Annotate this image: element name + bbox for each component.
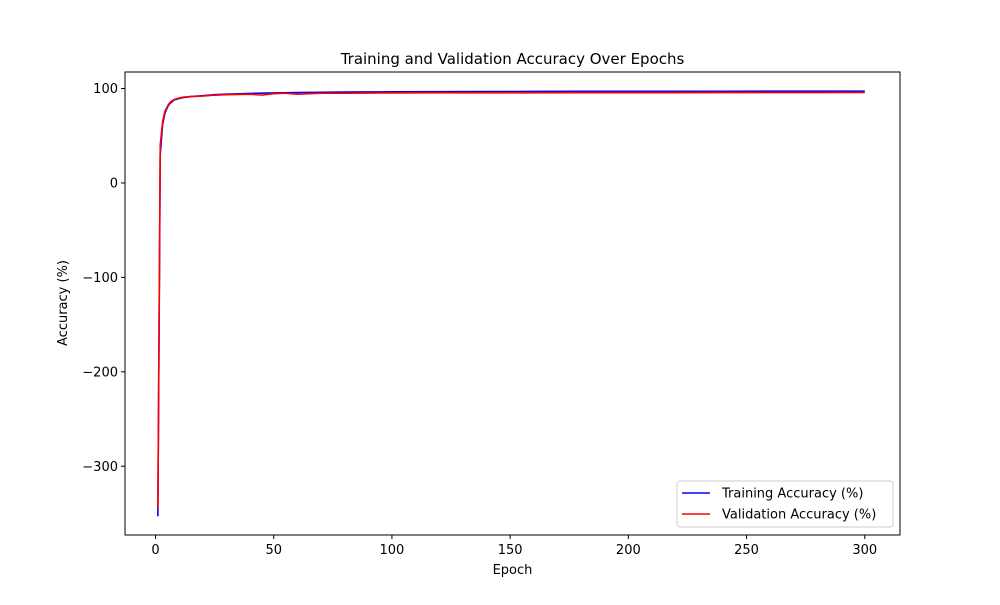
axes-frame — [124, 71, 901, 536]
x-axis-label: Epoch — [493, 563, 533, 578]
x-tick-label: 0 — [151, 543, 159, 558]
plot-area: 0 50 100 150 200 250 300 100 0 −100 −200 −300 Traini… — [82, 71, 901, 558]
legend-box — [676, 480, 894, 528]
series-line-validation — [157, 91, 865, 509]
x-tick-label: 100 — [380, 543, 405, 558]
y-tick-label: 0 — [110, 176, 118, 191]
y-tick-label: −200 — [82, 365, 118, 380]
x-tick-label: 250 — [734, 543, 759, 558]
x-tick-label: 150 — [498, 543, 523, 558]
x-tick-label: 300 — [852, 543, 877, 558]
y-tick-label: −100 — [82, 271, 118, 286]
legend-label-validation: Validation Accuracy (%) — [722, 508, 876, 523]
y-axis-label: Accuracy (%) — [56, 260, 71, 346]
chart-title: Training and Validation Accuracy Over Ep… — [340, 50, 685, 68]
x-tick-label: 200 — [616, 543, 641, 558]
legend-label-training: Training Accuracy (%) — [721, 487, 863, 502]
y-tick-label: 100 — [93, 82, 118, 97]
x-tick-label: 50 — [265, 543, 282, 558]
y-tick-label: −300 — [82, 460, 118, 475]
